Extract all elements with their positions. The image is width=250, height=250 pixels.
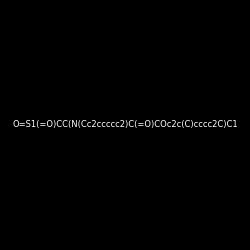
Text: O=S1(=O)CC(N(Cc2ccccc2)C(=O)COc2c(C)cccc2C)C1: O=S1(=O)CC(N(Cc2ccccc2)C(=O)COc2c(C)cccc… [12, 120, 238, 130]
